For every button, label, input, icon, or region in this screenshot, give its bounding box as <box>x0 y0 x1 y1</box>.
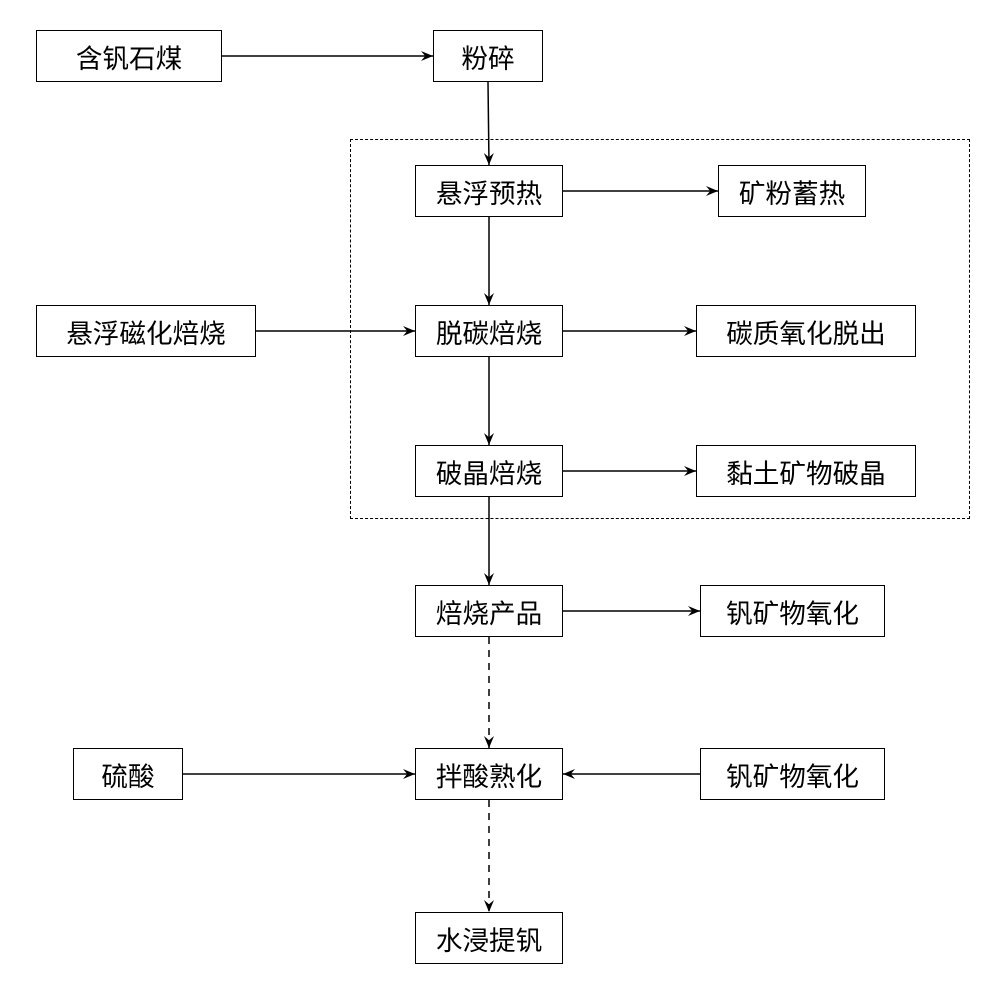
node-label: 硫酸 <box>101 755 154 794</box>
node-label: 破晶焙烧 <box>436 452 542 491</box>
node-label: 含钒石煤 <box>76 37 182 76</box>
node-acid: 拌酸熟化 <box>415 748 563 800</box>
node-label: 焙烧产品 <box>436 592 542 631</box>
node-coal: 含钒石煤 <box>36 30 222 82</box>
node-carboxi: 碳质氧化脱出 <box>696 305 916 357</box>
node-label: 碳质氧化脱出 <box>726 312 886 351</box>
node-label: 黏土矿物破晶 <box>726 452 886 491</box>
node-decarb: 脱碳焙烧 <box>415 305 563 357</box>
node-magroast: 悬浮磁化焙烧 <box>36 305 256 357</box>
node-voxid2: 钒矿物氧化 <box>700 748 885 800</box>
node-crush: 粉碎 <box>433 30 543 82</box>
node-label: 拌酸熟化 <box>436 755 542 794</box>
node-label: 矿粉蓄热 <box>739 172 845 211</box>
node-preheat: 悬浮预热 <box>415 165 563 217</box>
node-voxid1: 钒矿物氧化 <box>700 585 885 637</box>
node-label: 钒矿物氧化 <box>726 755 859 794</box>
node-label: 悬浮磁化焙烧 <box>66 312 226 351</box>
node-label: 粉碎 <box>461 37 514 76</box>
node-leach: 水浸提钒 <box>415 912 563 964</box>
node-label: 钒矿物氧化 <box>726 592 859 631</box>
node-store: 矿粉蓄热 <box>718 165 866 217</box>
node-product: 焙烧产品 <box>415 585 563 637</box>
flowchart-canvas: 含钒石煤 粉碎 悬浮预热 矿粉蓄热 悬浮磁化焙烧 脱碳焙烧 碳质氧化脱出 破晶焙… <box>0 0 1000 994</box>
node-label: 悬浮预热 <box>436 172 542 211</box>
node-cryst: 破晶焙烧 <box>415 445 563 497</box>
node-label: 脱碳焙烧 <box>436 312 542 351</box>
node-label: 水浸提钒 <box>436 919 542 958</box>
node-clay: 黏土矿物破晶 <box>696 445 916 497</box>
node-sulf: 硫酸 <box>73 748 183 800</box>
